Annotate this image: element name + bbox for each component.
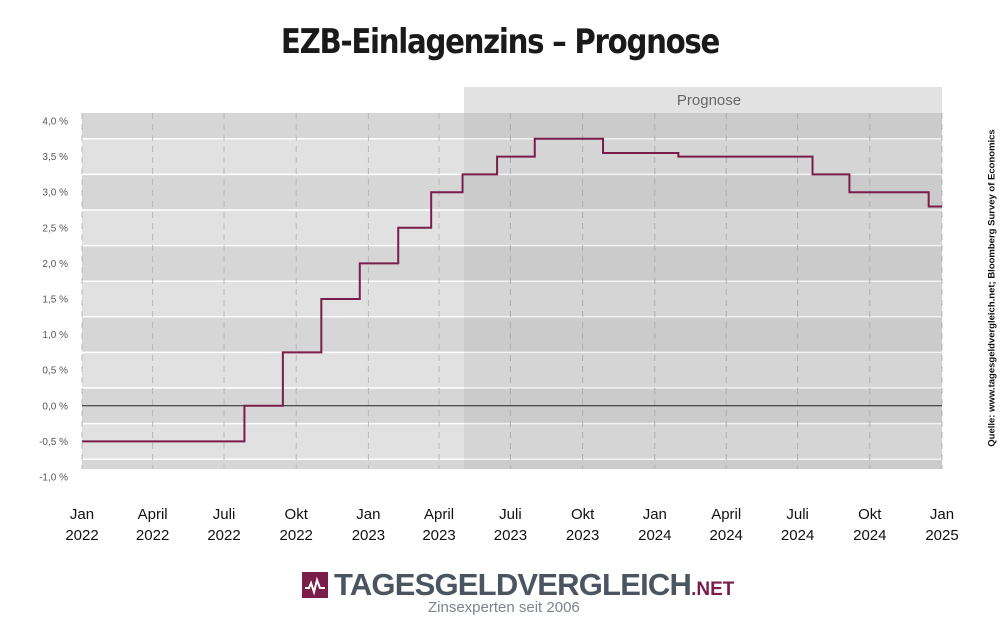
y-tick-label: 0,5 %: [42, 366, 68, 377]
data-point: [941, 205, 943, 207]
x-tick-year: 2024: [781, 527, 814, 544]
x-tick-year: 2023: [566, 527, 599, 544]
logo-suffix: .NET: [691, 579, 735, 600]
y-tick-label: 4,0 %: [42, 117, 68, 128]
x-tick-month: Juli: [499, 506, 522, 523]
data-point: [320, 298, 322, 300]
logo-name: TAGESGELDVERGLEICH: [334, 567, 692, 602]
logo-tagline: Zinsexperten seit 2006: [428, 599, 580, 616]
x-tick-month: April: [711, 506, 741, 523]
y-tick-label: 1,5 %: [42, 295, 68, 306]
chart: Prognose 4,0 % 3,5 % 3,0 % 2,5 % 2,0 % 1,5 % 1…: [39, 87, 959, 544]
series-line: [82, 137, 942, 443]
forecast-label: Prognose: [677, 92, 741, 109]
x-tick-month: Juli: [213, 506, 236, 523]
data-point: [430, 191, 432, 193]
x-tick-month: Jan: [356, 506, 380, 523]
background-band: [82, 245, 942, 282]
x-tick-year: 2022: [207, 527, 240, 544]
x-tick-month: Jan: [70, 506, 94, 523]
x-tick-year: 2023: [422, 527, 455, 544]
data-point: [462, 173, 464, 175]
data-point: [677, 156, 679, 158]
chart-line-icon: [302, 572, 328, 598]
x-tick-month: Juli: [786, 506, 809, 523]
x-tick-year: 2025: [925, 527, 958, 544]
x-tick-year: 2024: [710, 527, 743, 544]
y-tick-label: -0,5 %: [39, 437, 68, 448]
x-tick-month: Okt: [858, 506, 882, 523]
background-band: [82, 459, 942, 469]
x-tick-year: 2023: [494, 527, 527, 544]
x-tick-year: 2022: [280, 527, 313, 544]
data-point: [534, 138, 536, 140]
x-tick-month: Jan: [643, 506, 667, 523]
data-point: [812, 173, 814, 175]
y-tick-label: 2,0 %: [42, 259, 68, 270]
x-tick-month: April: [138, 506, 168, 523]
y-tick-label: 2,5 %: [42, 223, 68, 234]
y-tick-label: 1,0 %: [42, 330, 68, 341]
background-band: [82, 352, 942, 388]
data-point: [359, 262, 361, 264]
x-tick-month: Okt: [285, 506, 309, 523]
data-point: [282, 351, 284, 353]
data-point: [397, 227, 399, 229]
x-tick-year: 2022: [136, 527, 169, 544]
data-point: [928, 205, 930, 207]
forecast-shade: [464, 113, 942, 469]
source-note: Quelle: www.tagesgeldvergleich.net; Bloo…: [986, 129, 998, 447]
x-tick-year: 2022: [65, 527, 98, 544]
data-point: [243, 405, 245, 407]
gridlines: [81, 113, 943, 469]
y-tick-label: 0,0 %: [42, 401, 68, 412]
data-point: [848, 191, 850, 193]
x-tick-year: 2023: [352, 527, 385, 544]
y-tick-label: 3,5 %: [42, 152, 68, 163]
y-tick-label: -1,0 %: [39, 473, 68, 484]
y-axis: 4,0 % 3,5 % 3,0 % 2,5 % 2,0 % 1,5 % 1,0 % 0,5 %…: [39, 117, 68, 484]
forecast-header-band: [464, 87, 942, 113]
x-tick-month: Okt: [571, 506, 595, 523]
data-point: [602, 152, 604, 154]
data-point: [81, 440, 83, 442]
x-axis: Jan 2022 April 2022 Juli 2022 Okt 2022 Jan 2023 Ap…: [65, 506, 958, 544]
background-band: [82, 210, 942, 246]
chart-title: EZB-Einlagenzins – Prognose: [280, 22, 720, 62]
x-tick-year: 2024: [853, 527, 886, 544]
background-band: [82, 113, 942, 139]
x-tick-month: April: [424, 506, 454, 523]
background-band: [82, 281, 942, 317]
logo: TAGESGELDVERGLEICH.NET Zinsexperten seit…: [302, 567, 734, 624]
data-point: [496, 156, 498, 158]
logo-wordmark: TAGESGELDVERGLEICH.NET: [334, 567, 734, 603]
x-tick-year: 2024: [638, 527, 671, 544]
background-band: [82, 316, 942, 353]
background-band: [82, 174, 942, 210]
y-tick-label: 3,0 %: [42, 188, 68, 199]
x-tick-month: Jan: [930, 506, 954, 523]
